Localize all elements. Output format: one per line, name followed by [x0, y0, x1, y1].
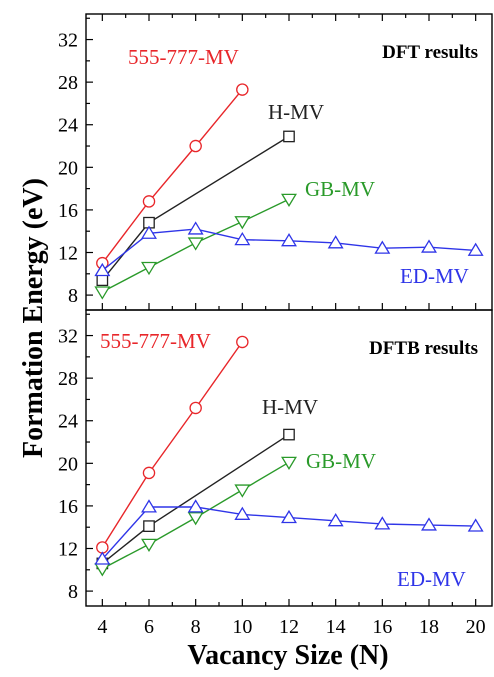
series-label-ed-mv: ED-MV: [397, 567, 466, 591]
y-tick-label: 28: [58, 72, 78, 94]
data-point-555-777-mv: [236, 83, 249, 96]
series-label-555-777-mv: 555-777-MV: [100, 329, 211, 353]
data-point-ed-mv: [327, 235, 344, 249]
data-point-gb-mv: [141, 261, 157, 276]
data-point-ed-mv: [421, 517, 437, 531]
series-555-777-mv: [96, 335, 249, 554]
data-point-gb-mv: [234, 216, 251, 230]
series-label-gb-mv: GB-MV: [305, 177, 375, 201]
data-point-555-777-mv: [142, 195, 156, 208]
data-point-555-777-mv: [189, 139, 202, 153]
data-point-h-mv: [283, 130, 295, 143]
x-tick-label: 4: [97, 616, 107, 638]
y-tick-label: 20: [58, 453, 78, 475]
data-point-555-777-mv: [96, 541, 109, 554]
panel-title: DFTB results: [369, 338, 478, 359]
series-line-555-777-mv: [101, 341, 243, 548]
data-point-gb-mv: [94, 286, 111, 300]
data-point-ed-mv: [94, 551, 111, 565]
series-gb-mv: [94, 456, 297, 577]
panel-1: 8 12 16 20 24 28 32 555-777-MV H-MV GB-MV ED-MV DFT…: [58, 13, 493, 311]
data-point-gb-mv: [94, 563, 111, 577]
series-line-h-mv: [101, 135, 290, 281]
y-tick-label: 32: [58, 326, 78, 348]
data-point-ed-mv: [467, 518, 484, 532]
data-point-h-mv: [143, 520, 155, 532]
series-h-mv: [96, 428, 295, 570]
y-axis-title: Formation Energy (eV): [18, 178, 49, 458]
data-point-555-777-mv: [236, 335, 249, 349]
data-point-gb-mv: [187, 512, 204, 526]
data-point-ed-mv: [234, 506, 251, 520]
panel-title: DFT results: [382, 42, 478, 63]
data-point-ed-mv: [234, 231, 251, 246]
data-point-ed-mv: [374, 516, 391, 530]
series-ed-mv: [94, 499, 484, 565]
series-label-555-777-mv: 555-777-MV: [128, 45, 239, 69]
data-point-ed-mv: [281, 509, 297, 524]
y-tick-label: 24: [58, 115, 78, 137]
data-point-ed-mv: [327, 513, 344, 527]
series-label-ed-mv: ED-MV: [400, 264, 469, 288]
panels: 8 12 16 20 24 28 32 555-777-MV H-MV GB-MV ED-MV DFT…: [58, 13, 493, 638]
series-label-gb-mv: GB-MV: [306, 449, 376, 473]
series-line-h-mv: [101, 434, 290, 564]
y-tick-label: 32: [58, 30, 78, 52]
x-tick-label: 20: [466, 616, 486, 638]
series-label-h-mv: H-MV: [262, 395, 318, 419]
panel-2: 8 12 16 20 24 28 32 4 6 8 10 12 14 16 18 20 555-777-MV H-…: [58, 309, 493, 638]
data-point-ed-mv: [467, 242, 484, 256]
series-label-h-mv: H-MV: [268, 100, 324, 124]
x-tick-label: 6: [144, 616, 154, 638]
data-point-gb-mv: [141, 538, 157, 553]
data-point-ed-mv: [187, 221, 204, 235]
y-tick-label: 16: [58, 496, 78, 518]
x-tick-label: 16: [372, 616, 392, 638]
x-axis-title: Vacancy Size (N): [187, 640, 388, 671]
data-point-h-mv: [96, 274, 109, 287]
y-tick-label: 24: [58, 411, 78, 433]
y-tick-label: 8: [68, 581, 78, 603]
x-tick-label: 10: [232, 616, 252, 638]
y-tick-label: 20: [58, 157, 78, 179]
data-point-h-mv: [283, 428, 295, 441]
x-tick-label: 8: [191, 616, 201, 638]
series-gb-mv: [94, 193, 297, 300]
series-line-555-777-mv: [101, 89, 243, 264]
series-ed-mv: [94, 221, 484, 277]
series-h-mv: [96, 130, 295, 287]
data-point-555-777-mv: [189, 401, 202, 415]
data-point-gb-mv: [281, 193, 297, 208]
y-tick-label: 12: [58, 539, 78, 561]
x-tick-label: 12: [279, 616, 299, 638]
data-point-555-777-mv: [142, 466, 156, 480]
data-point-ed-mv: [374, 240, 391, 254]
x-tick-label: 14: [326, 616, 346, 638]
data-point-ed-mv: [141, 225, 157, 239]
data-point-ed-mv: [141, 499, 157, 513]
data-point-gb-mv: [187, 237, 204, 251]
data-point-ed-mv: [94, 262, 111, 277]
data-point-ed-mv: [421, 239, 437, 253]
x-tick-label: 18: [419, 616, 439, 638]
data-point-ed-mv: [281, 233, 297, 247]
y-tick-label: 12: [58, 243, 78, 265]
y-tick-label: 16: [58, 200, 78, 222]
data-point-ed-mv: [187, 499, 204, 513]
y-tick-label: 8: [68, 285, 78, 307]
y-tick-label: 28: [58, 368, 78, 390]
data-point-gb-mv: [234, 484, 251, 498]
data-point-gb-mv: [281, 456, 297, 471]
